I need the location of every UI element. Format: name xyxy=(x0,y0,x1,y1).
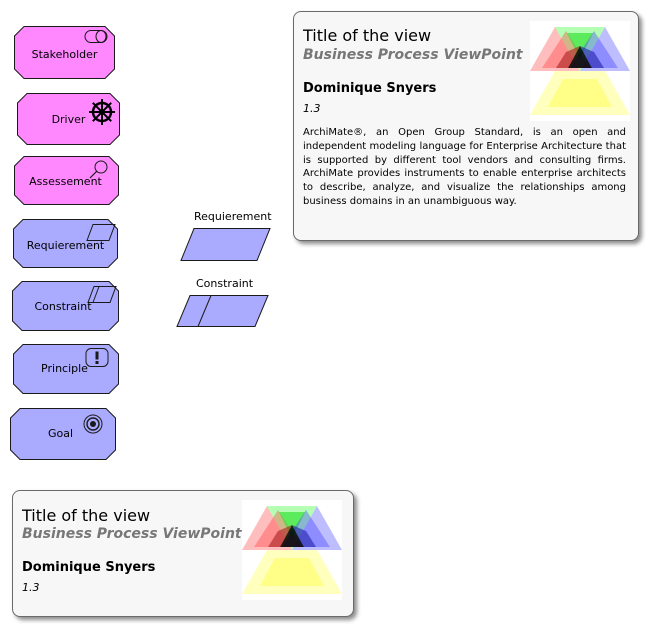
view-subtitle: Business Process ViewPoint xyxy=(22,526,242,542)
principle-label: Principle xyxy=(41,362,88,375)
view-title: Title of the view xyxy=(303,26,432,45)
view-version: 1.3 xyxy=(303,102,321,115)
view-version: 1.3 xyxy=(22,581,40,594)
archimate-logo-icon xyxy=(530,21,630,121)
assessement-element[interactable]: Assessement xyxy=(14,156,119,205)
driver-element[interactable]: Driver xyxy=(17,93,120,145)
requierement-label: Requierement xyxy=(26,239,105,252)
principle-element[interactable]: Principle xyxy=(13,344,119,394)
constraint-label: Constraint xyxy=(34,300,92,313)
view-subtitle: Business Process ViewPoint xyxy=(303,47,523,63)
goal-element[interactable]: Goal xyxy=(10,408,116,460)
stakeholder-element[interactable]: Stakeholder xyxy=(14,26,115,79)
view-title: Title of the view xyxy=(22,506,151,525)
view-info-note-top[interactable]: Title of the view Business Process ViewP… xyxy=(293,11,639,241)
driver-label: Driver xyxy=(51,113,86,126)
view-author: Dominique Snyers xyxy=(22,560,156,575)
stakeholder-label: Stakeholder xyxy=(31,48,98,61)
view-info-note-bottom[interactable]: Title of the view Business Process ViewP… xyxy=(12,490,354,617)
constraint-shape-label: Constraint xyxy=(196,277,254,290)
constraint-shape[interactable] xyxy=(176,295,270,332)
constraint-element[interactable]: Constraint xyxy=(12,281,119,331)
assessement-label: Assessement xyxy=(29,175,102,188)
requierement-element[interactable]: Requierement xyxy=(13,219,118,268)
view-author: Dominique Snyers xyxy=(303,81,437,96)
archimate-logo-icon xyxy=(242,500,342,600)
requierement-shape-label: Requierement xyxy=(194,210,272,223)
view-description: ArchiMate®, an Open Group Standard, is a… xyxy=(303,127,626,207)
goal-label: Goal xyxy=(47,427,74,440)
requierement-shape[interactable] xyxy=(180,228,272,266)
